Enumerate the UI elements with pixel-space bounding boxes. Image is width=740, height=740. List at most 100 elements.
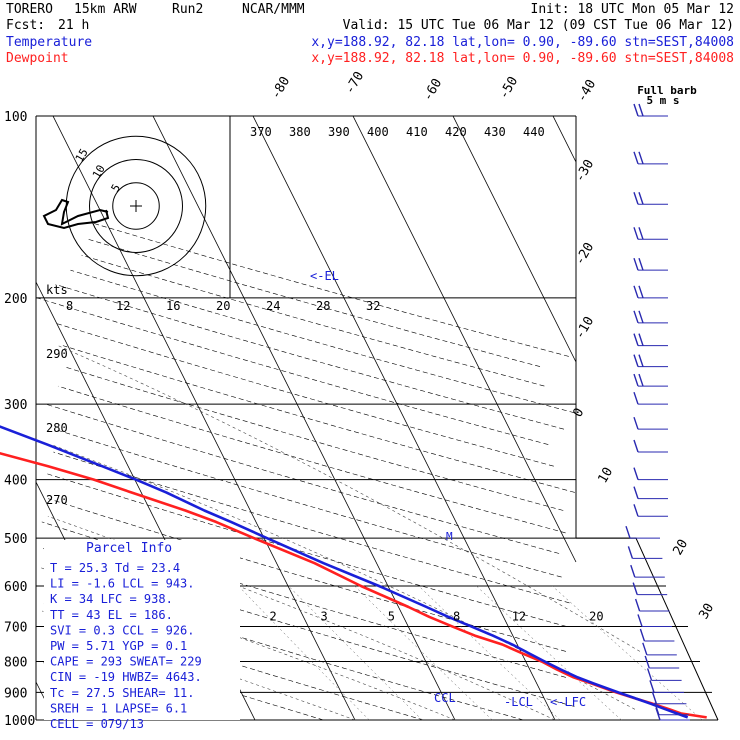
hodo-axis-label-8: 8 [66, 299, 73, 313]
wind-barb-740 [639, 628, 675, 642]
isotherm-label-10: 10 [595, 465, 616, 486]
isotherm-label-30: 30 [696, 601, 717, 622]
barb-legend-line2: 5 m s [646, 94, 679, 107]
wind-barb-180 [633, 257, 668, 271]
hodo-axis-label-24: 24 [266, 299, 280, 313]
isotherm-label-20: 20 [670, 537, 691, 558]
theta-label-410: 410 [406, 125, 428, 139]
parcel-row-10: CELL = 079/13 [50, 717, 144, 731]
wind-barb-430 [633, 486, 668, 500]
hodo-axis-label-32: 32 [366, 299, 380, 313]
hodo-ring-5 [112, 182, 160, 230]
wind-barb-780 [642, 642, 677, 656]
forecast-hours: 21 h [58, 18, 89, 33]
wind-barb-700 [637, 614, 672, 627]
wind-barbs [625, 103, 690, 721]
theta-label-420: 420 [445, 125, 467, 139]
wind-barb-260 [633, 354, 668, 368]
temperature-location: x,y=188.92, 82.18 lat,lon= 0.90, -89.60 … [311, 35, 734, 50]
model-run: Run2 [172, 2, 203, 17]
parcel-panel-bg [44, 540, 240, 720]
model-center: NCAR/MMM [242, 2, 305, 17]
dry-adiabat-400 [36, 297, 549, 445]
isotherm-0 [152, 115, 456, 721]
parcel-info-panel: Parcel Info T = 25.3 Td = 23.4 LI = -1.6 L… [44, 540, 240, 731]
diagram-labels: 100 200 300 400 500 600 700 800 900 1000 2 3 5 8 12 20 -… [4, 69, 717, 729]
pressure-label-500: 500 [4, 532, 27, 547]
wind-barb-360 [633, 439, 668, 453]
dry-adiabat-310 [47, 498, 566, 652]
pressure-label-900: 900 [4, 686, 27, 701]
valid-time: Valid: 15 UTC Tue 06 Mar 12 (09 CST Tue … [343, 18, 734, 33]
theta-left-label-290: 290 [46, 347, 68, 361]
dry-adiabat-430 [81, 254, 545, 387]
wind-barb-140 [633, 192, 668, 205]
theta-left-label-280: 280 [46, 421, 68, 435]
sounding-traces [0, 425, 707, 719]
forecast-label: Fcst: [6, 18, 45, 33]
lcl-label: -LCL [504, 695, 533, 709]
temperature-legend: Temperature [6, 35, 92, 50]
dry-adiabat-420 [70, 269, 575, 414]
theta-label-430: 430 [484, 125, 506, 139]
wind-barb-540 [627, 546, 663, 559]
dry-adiabat-370 [63, 366, 564, 511]
mixing-ratio-label-3: 3 [320, 609, 327, 623]
wind-barb-820 [644, 655, 680, 669]
model-name: TORERO [6, 2, 53, 17]
pressure-label-200: 200 [4, 292, 27, 307]
dry-adiabat-440 [88, 239, 541, 367]
model-resolution: 15km ARW [74, 2, 137, 17]
parcel-row-3: TT = 43 EL = 186. [50, 608, 173, 622]
wind-barb-900 [649, 680, 684, 693]
mixing-ratio-lines [238, 585, 703, 721]
dry-adiabat-320 [44, 472, 567, 627]
mixing-ratio-5 [354, 585, 493, 721]
wind-barb-120 [633, 151, 668, 165]
barb-legend: Full barb 5 m s [637, 84, 697, 107]
pressure-label-1000: 1000 [4, 714, 35, 729]
dry-adiabat-390 [54, 322, 554, 467]
theta-label-370: 370 [250, 125, 272, 139]
pressure-label-800: 800 [4, 655, 27, 670]
wind-barb-220 [633, 310, 668, 324]
mixing-ratio-3 [288, 585, 423, 721]
mixing-ratio-label-2: 2 [270, 609, 277, 623]
hodo-ring-label-15: 15 [73, 146, 91, 164]
parcel-row-2: K = 34 LFC = 938. [50, 592, 173, 606]
hodo-axis-label-20: 20 [216, 299, 230, 313]
wind-barb-160 [633, 227, 668, 240]
pressure-label-700: 700 [4, 620, 27, 635]
hodo-ring-label-10: 10 [90, 163, 108, 181]
wind-barb-200 [633, 285, 668, 299]
dry-adiabat-330 [53, 451, 570, 604]
isotherm-20 [352, 115, 577, 563]
m-marker: M [446, 530, 453, 543]
pressure-label-400: 400 [4, 474, 27, 489]
mixing-ratio-12 [476, 585, 622, 721]
hodo-axis-label-16: 16 [166, 299, 180, 313]
wind-barb-580 [630, 564, 665, 578]
hodo-ring-10 [89, 159, 183, 253]
hodo-trace [42, 198, 110, 230]
wind-barb-620 [632, 582, 668, 596]
parcel-row-4: SVI = 0.3 CCL = 926. [50, 623, 195, 637]
dewpoint-legend: Dewpoint [6, 51, 69, 66]
dry-adiabat-360 [57, 385, 566, 534]
wind-barb-240 [633, 333, 668, 347]
wind-barb-280 [633, 373, 668, 387]
el-label: <-EL [310, 269, 339, 283]
wind-barb-330 [633, 416, 668, 430]
parcel-row-6: CAPE = 293 SWEAT= 229 [50, 655, 202, 669]
parcel-row-8: Tc = 27.5 SHEAR= 11. [50, 686, 195, 700]
dry-adiabat-380 [62, 345, 575, 493]
wind-barb-100 [633, 103, 668, 117]
hodo-units: kts [46, 283, 68, 297]
mixing-ratio-2 [238, 585, 370, 721]
hodo-axis-label-28: 28 [316, 299, 330, 313]
dry-adiabat-340 [54, 428, 562, 578]
isotherm-10 [252, 115, 556, 721]
pressure-label-600: 600 [4, 580, 27, 595]
mixing-ratio-8 [418, 585, 561, 721]
